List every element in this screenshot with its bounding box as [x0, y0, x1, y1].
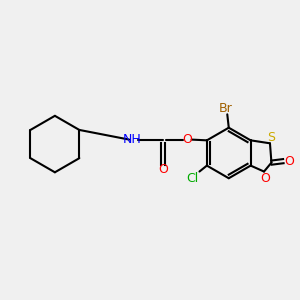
Text: Cl: Cl: [186, 172, 198, 185]
Text: Br: Br: [219, 102, 233, 115]
Text: S: S: [267, 131, 275, 144]
Text: O: O: [261, 172, 270, 185]
Text: O: O: [182, 133, 192, 146]
Text: O: O: [284, 154, 294, 168]
Text: O: O: [158, 163, 168, 176]
Text: NH: NH: [123, 133, 142, 146]
